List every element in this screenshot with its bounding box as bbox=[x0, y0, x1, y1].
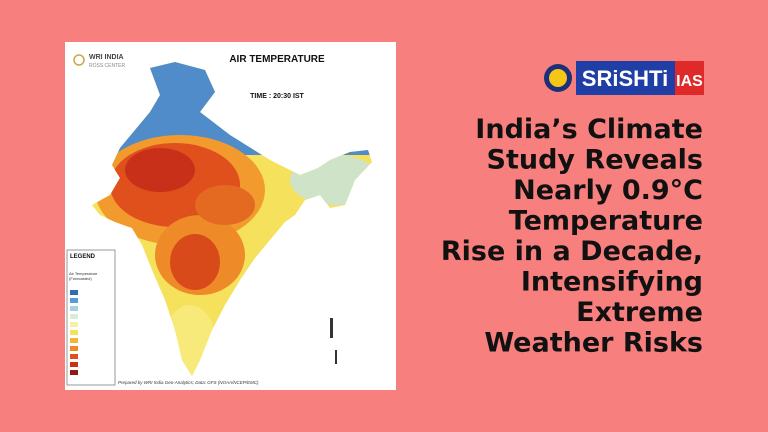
brand-name: SRiSHTi bbox=[582, 66, 668, 91]
org-logo bbox=[73, 54, 85, 66]
org-name: WRI INDIA bbox=[89, 54, 124, 61]
headline-line: Weather Risks bbox=[484, 328, 703, 359]
headline-line: Intensifying bbox=[521, 267, 703, 298]
brand-icon-inner bbox=[549, 69, 567, 87]
brand-suffix-box bbox=[675, 61, 704, 95]
islands bbox=[330, 318, 337, 364]
legend-title: LEGEND bbox=[70, 254, 96, 260]
brand-suffix: IAS bbox=[676, 73, 703, 90]
headline-line: India’s Climate bbox=[475, 114, 703, 145]
legend-subtitle: Air Temperature (Forecasted) bbox=[69, 271, 98, 281]
headline-line: Rise in a Decade, bbox=[441, 236, 703, 267]
legend-swatches bbox=[70, 290, 78, 375]
headline-line: Study Reveals bbox=[487, 145, 703, 176]
brand-name-box bbox=[576, 61, 675, 95]
headline-line: Temperature bbox=[509, 206, 703, 237]
headline-line: Nearly 0.9°C bbox=[513, 175, 703, 206]
headline-line: Extreme bbox=[576, 297, 703, 328]
map-time: TIME : 20:30 IST bbox=[250, 93, 304, 100]
org-sub: ROSS CENTER bbox=[89, 63, 126, 69]
map-title: AIR TEMPERATURE bbox=[229, 54, 325, 65]
map-footer: Prepared by WRI India Geo-Analytics; Dat… bbox=[118, 380, 259, 385]
legend-subtitle-box: Air Temperature (Forecasted) bbox=[69, 271, 98, 281]
